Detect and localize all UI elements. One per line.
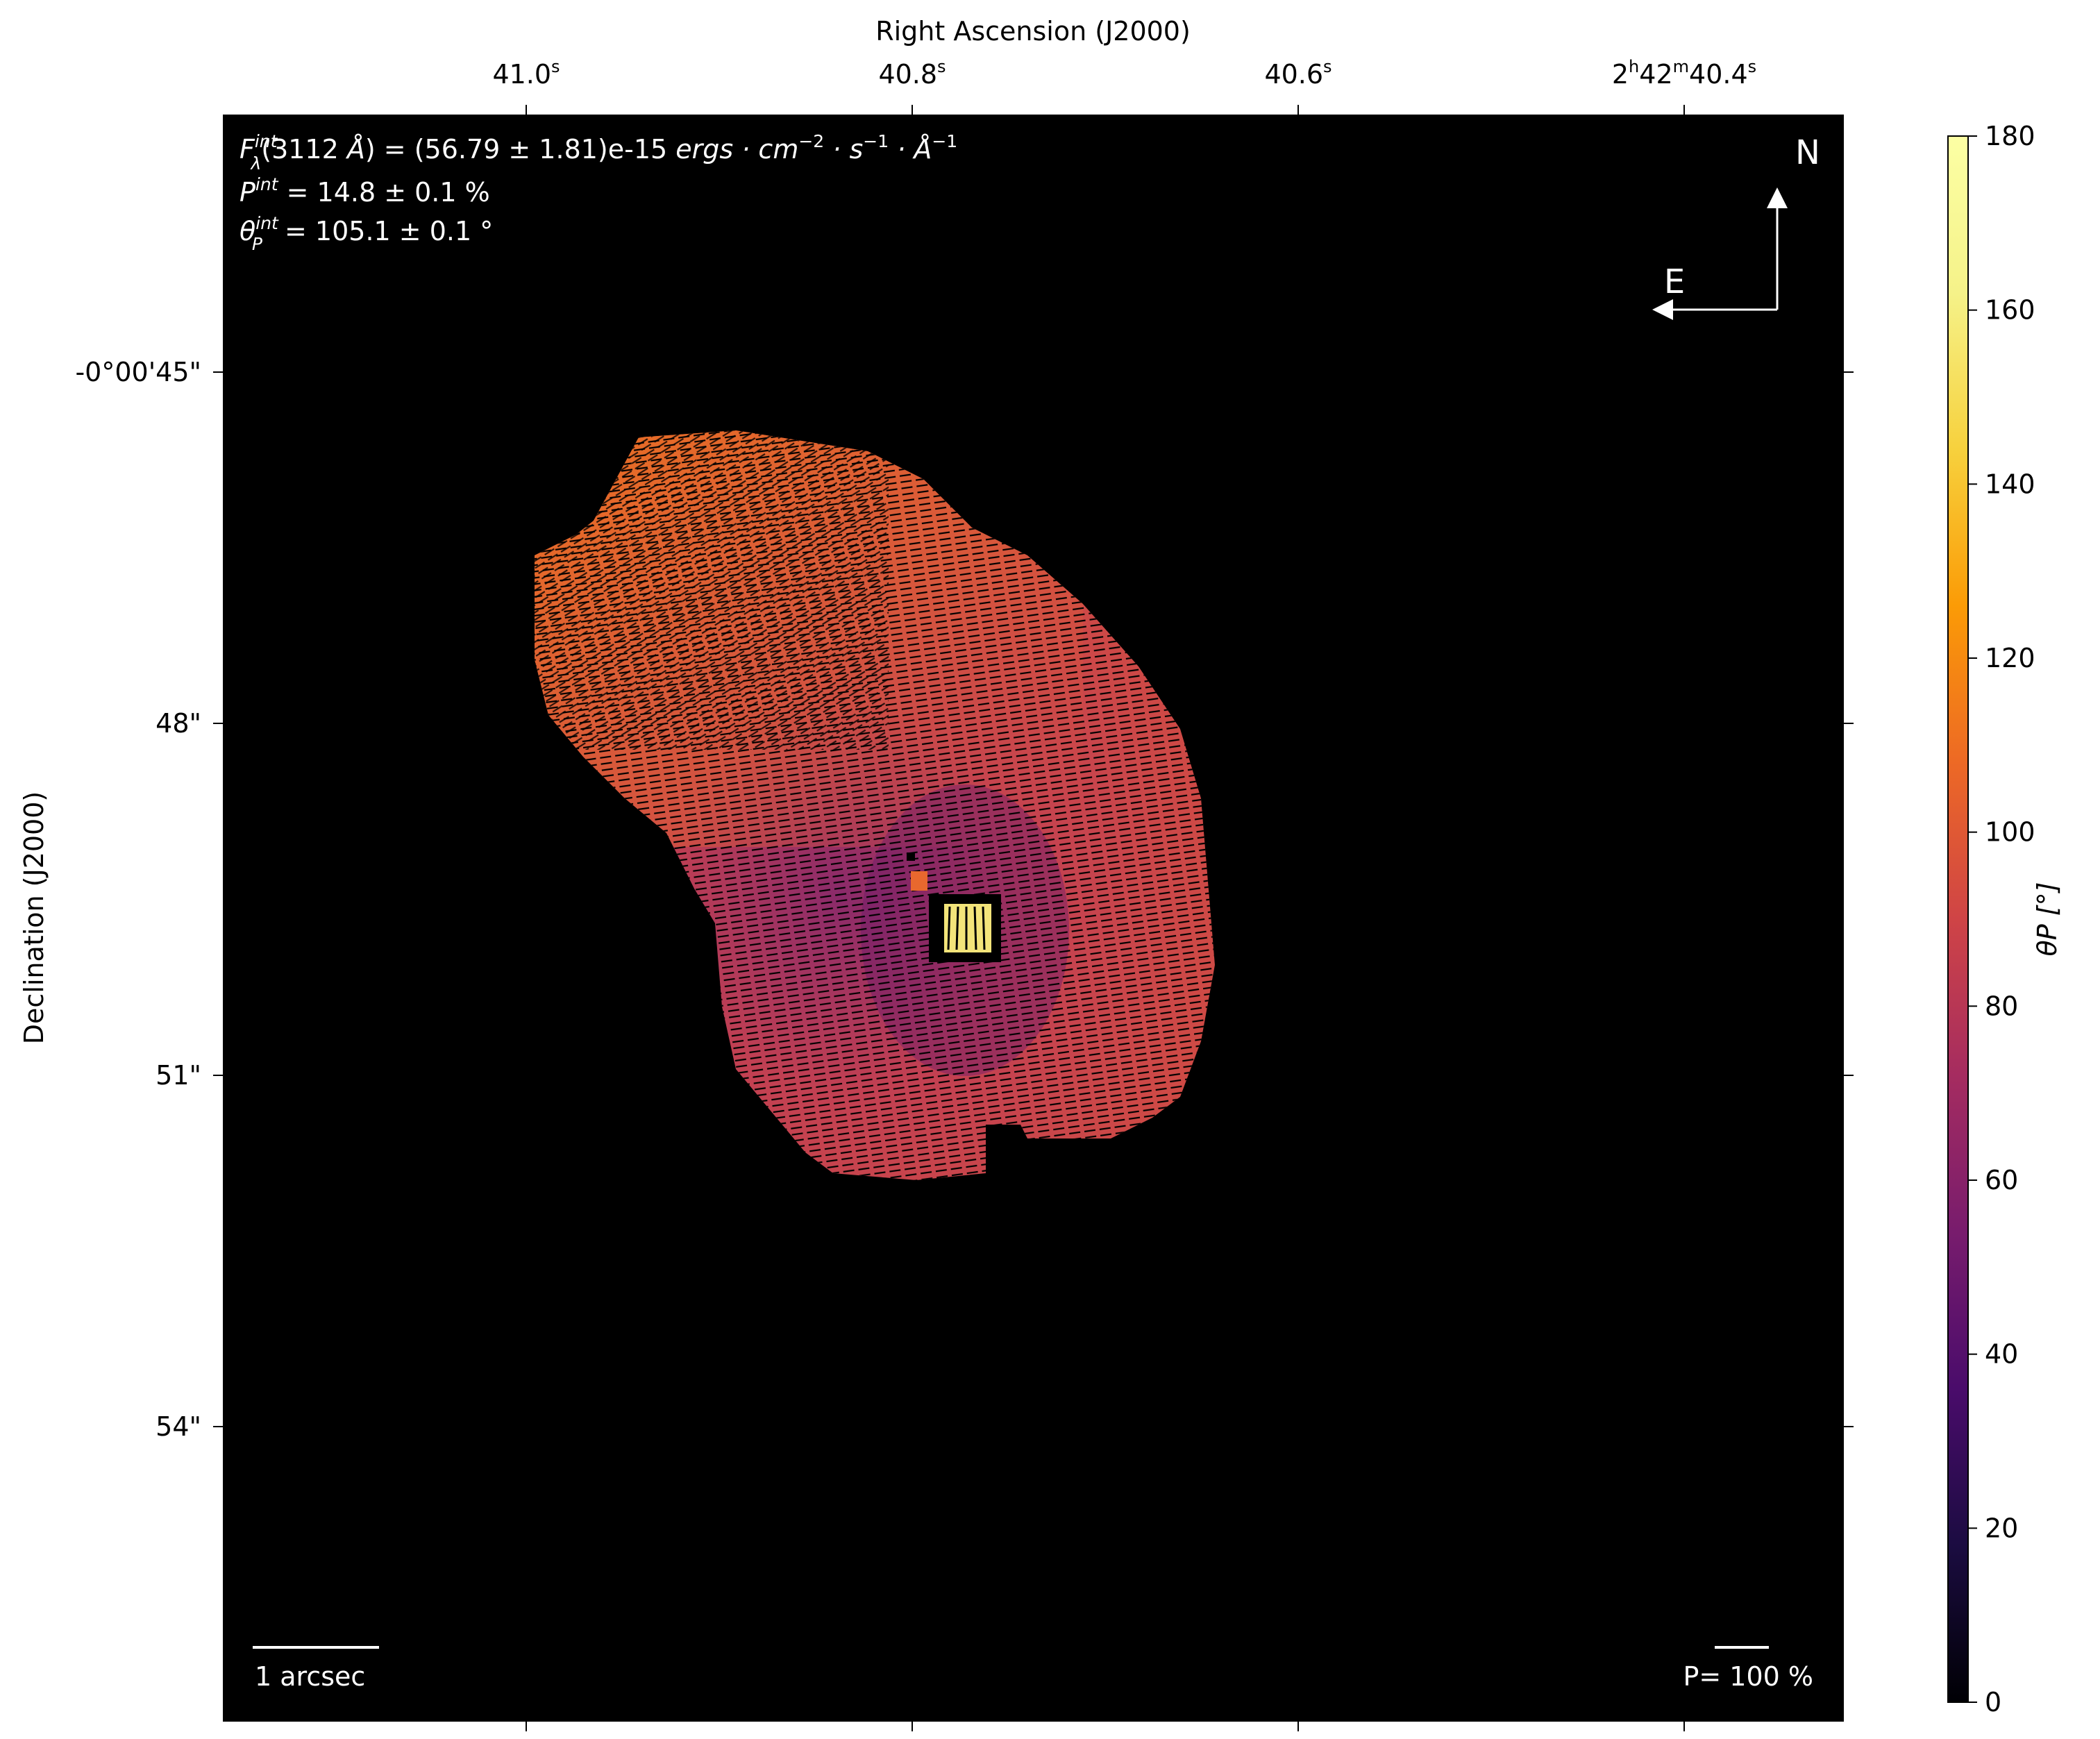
y-axis-title: Declination (J2000): [19, 791, 49, 1044]
colorbar-tick-label: 20: [1985, 1513, 2018, 1543]
y-tick-label: 48": [156, 708, 201, 739]
colorbar-ticks: 0 20 40 60 80 100 120 140 160 180: [1968, 121, 2035, 1717]
pol-degree-annotation: Pint = 14.8 ± 0.1 %: [240, 174, 490, 208]
x-axis-title: Right Ascension (J2000): [875, 16, 1191, 47]
colorbar-tick-label: 160: [1985, 295, 2035, 326]
pol-scalebar: P= 100 %: [1683, 1646, 1813, 1692]
y-ticks-left: [213, 371, 224, 1427]
angular-scalebar-label: 1 arcsec: [255, 1661, 365, 1692]
colorbar-tick-label: 80: [1985, 991, 2018, 1021]
compass-north-label: N: [1795, 133, 1820, 172]
colorbar-tick-label: 180: [1985, 121, 2035, 151]
y-tick-label: -0°00'45": [75, 357, 201, 387]
x-tick-label: 40.6s: [1264, 57, 1332, 90]
angular-scalebar: 1 arcsec: [253, 1646, 379, 1692]
colorbar-tick-label: 120: [1985, 643, 2035, 673]
x-tick-label: 40.8s: [878, 57, 946, 90]
y-tick-label: 54": [156, 1411, 201, 1442]
x-ticks-bottom: [526, 1721, 1685, 1731]
annotation-block: Fint λ(3112 Å) = (56.79 ± 1.81)e-15 ergs …: [240, 131, 957, 254]
x-tick-label: 2h42m40.4s: [1612, 57, 1756, 90]
east-arrowhead-icon: [1652, 299, 1673, 320]
colorbar-tick-label: 60: [1985, 1165, 2018, 1195]
colorbar-tick-label: 140: [1985, 469, 2035, 499]
north-arrowhead-icon: [1767, 187, 1788, 208]
flux-annotation: Fint λ(3112 Å) = (56.79 ± 1.81)e-15 ergs …: [240, 131, 957, 174]
x-ticks-top: [526, 105, 1685, 115]
x-tick-label: 41.0s: [492, 57, 560, 90]
compass-east-label: E: [1664, 262, 1685, 301]
pol-angle-annotation: θint P = 105.1 ± 0.1 °: [240, 213, 493, 254]
colorbar-label: θP [°]: [2032, 882, 2063, 957]
colorbar-gradient: [1947, 135, 1969, 1703]
colorbar: 0 20 40 60 80 100 120 140 160 180 θP [°]: [1947, 121, 2063, 1717]
compass: N E: [1652, 133, 1820, 320]
y-ticks-right: [1843, 371, 1854, 1427]
colorbar-tick-label: 100: [1985, 817, 2035, 848]
colorbar-tick-label: 40: [1985, 1339, 2018, 1370]
colorbar-tick-label: 0: [1985, 1687, 2001, 1717]
pol-scalebar-label: P= 100 %: [1683, 1661, 1813, 1692]
y-tick-label: 51": [156, 1060, 201, 1091]
